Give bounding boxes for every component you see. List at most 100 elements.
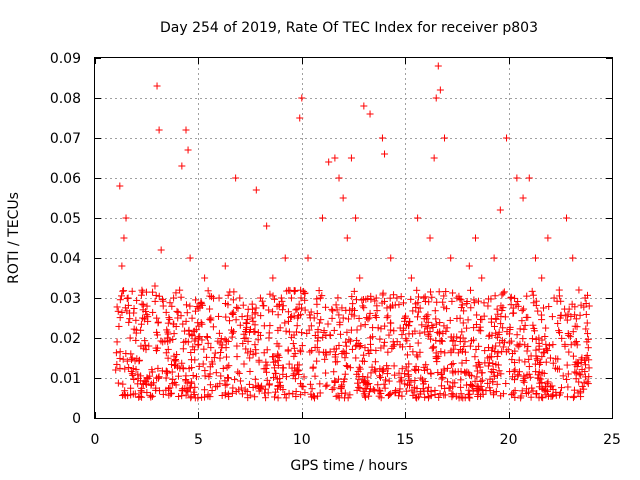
data-point [414,308,422,316]
data-point [263,376,271,384]
data-point [407,295,415,303]
data-point [273,340,281,348]
data-point [236,377,244,385]
data-point [173,351,181,359]
data-point [217,348,225,356]
data-point [552,388,560,396]
data-point [348,345,356,353]
data-point [430,154,438,162]
data-point [540,349,548,357]
data-point [147,381,155,389]
data-point [186,254,194,262]
data-point [157,337,165,345]
data-point [481,347,489,355]
data-point [177,293,185,301]
data-point [458,301,466,309]
data-point [350,306,358,314]
data-point [153,82,161,90]
data-point [581,294,589,302]
data-point [328,305,336,313]
data-point [357,322,365,330]
data-point [285,286,293,294]
data-point [553,297,561,305]
data-point [190,327,198,335]
data-point [208,387,216,395]
data-point [186,302,194,310]
data-point [581,368,589,376]
data-point [229,308,237,316]
data-point [368,363,376,371]
data-point [416,348,424,356]
data-point [519,335,527,343]
data-point [329,307,337,315]
data-point [288,364,296,372]
data-point [239,301,247,309]
data-point [184,388,192,396]
data-point [380,380,388,388]
data-point [172,381,180,389]
data-point [572,338,580,346]
data-point [432,315,440,323]
data-point [236,294,244,302]
data-point [252,304,260,312]
data-point [431,386,439,394]
data-point [376,387,384,395]
data-point [218,344,226,352]
data-point [271,369,279,377]
data-point [494,361,502,369]
data-point [332,301,340,309]
data-point [170,320,178,328]
data-point [331,154,339,162]
data-point [298,382,306,390]
data-point [259,302,267,310]
data-point [243,316,251,324]
data-point [557,389,565,397]
data-point [366,309,374,317]
data-point [383,362,391,370]
data-point [575,286,583,294]
data-point [409,348,417,356]
data-point [542,386,550,394]
data-point [525,355,533,363]
data-point [356,274,364,282]
data-point [210,354,218,362]
data-point [413,286,421,294]
data-point [284,308,292,316]
data-point [383,370,391,378]
data-point [466,390,474,398]
data-point [315,319,323,327]
data-point [403,337,411,345]
data-point [552,355,560,363]
data-point [442,327,450,335]
data-point [128,356,136,364]
data-point [407,274,415,282]
data-point [555,292,563,300]
data-point [260,349,268,357]
data-point [414,299,422,307]
data-point [162,308,170,316]
data-point [119,287,127,295]
data-point [236,321,244,329]
data-point [320,328,328,336]
data-point [254,336,262,344]
data-point [393,338,401,346]
data-point [124,392,132,400]
data-point [526,373,534,381]
data-point [346,364,354,372]
data-point [387,254,395,262]
data-point [290,344,298,352]
data-point [225,362,233,370]
data-point [185,326,193,334]
data-point [377,344,385,352]
data-point [217,335,225,343]
data-point [361,379,369,387]
data-point [352,342,360,350]
data-point [209,323,217,331]
data-point [232,316,240,324]
data-point [183,309,191,317]
data-point [168,302,176,310]
data-point [191,356,199,364]
data-point [343,328,351,336]
data-point [492,388,500,396]
data-point [238,313,246,321]
